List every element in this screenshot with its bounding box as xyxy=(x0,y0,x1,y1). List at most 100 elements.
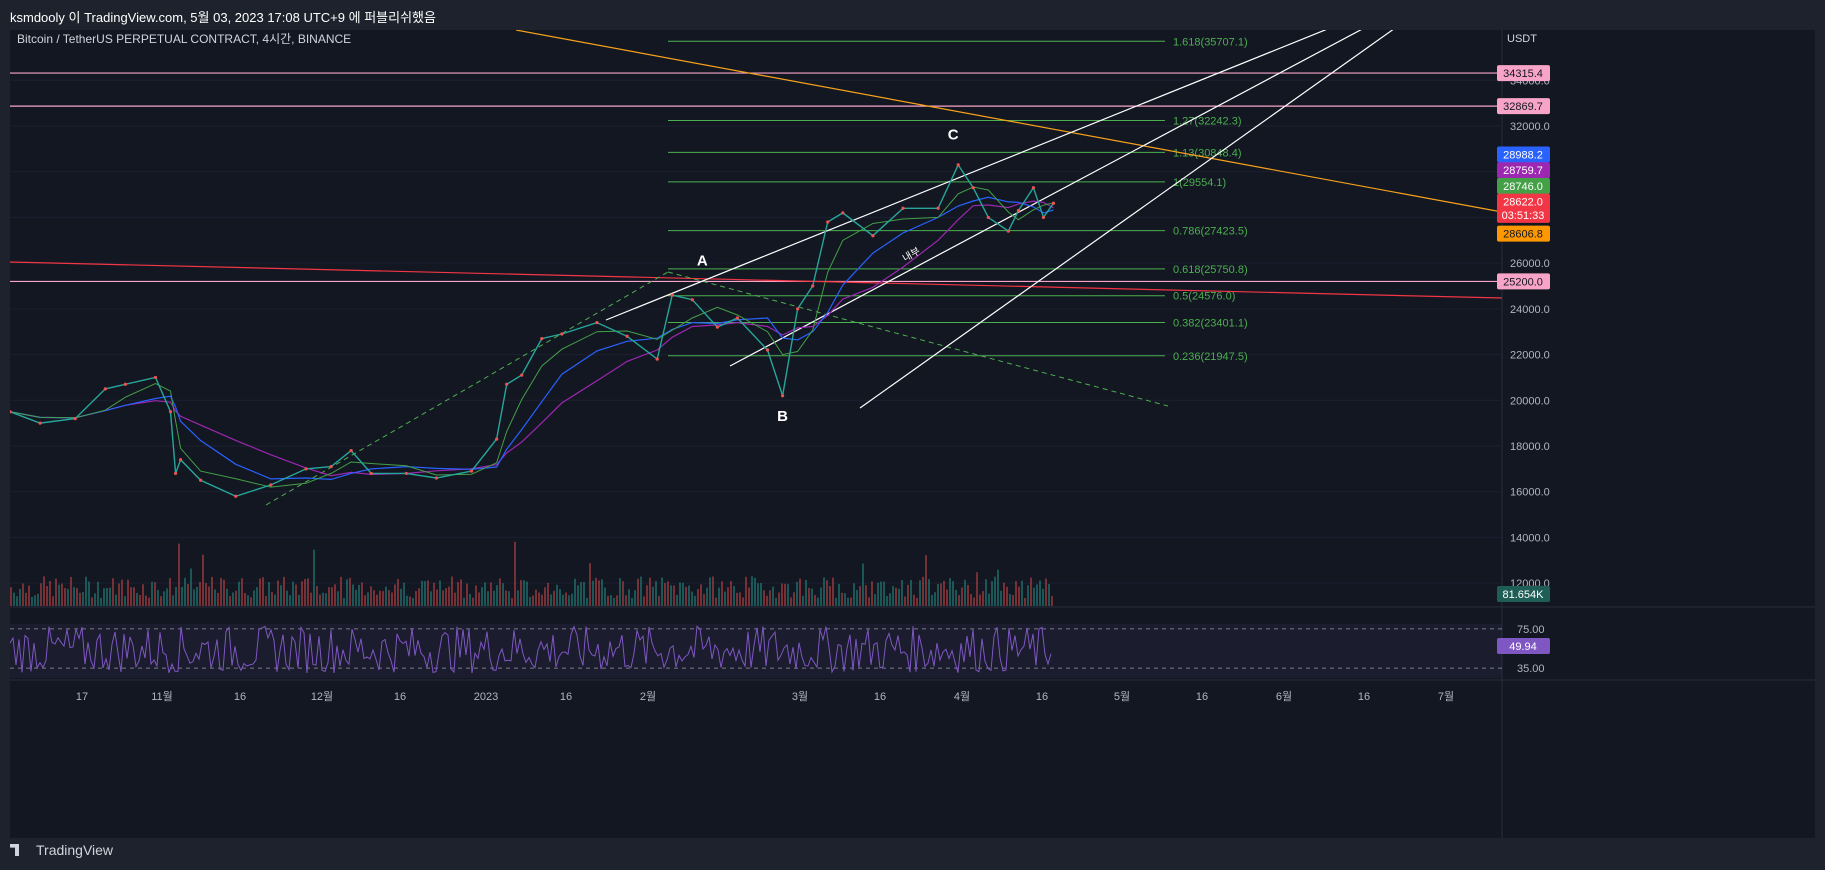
volume-bar xyxy=(97,581,99,606)
volume-bar xyxy=(10,587,12,606)
volume-bar xyxy=(814,594,816,606)
volume-bar xyxy=(628,589,630,606)
volume-bar xyxy=(673,585,675,606)
price-point xyxy=(841,211,845,215)
volume-bar xyxy=(373,590,375,606)
price-point xyxy=(971,186,975,190)
y-tick-label: 26000.0 xyxy=(1510,258,1550,270)
volume-bar xyxy=(298,594,300,606)
volume-bar xyxy=(292,581,294,606)
y-tick-label: 24000.0 xyxy=(1510,304,1550,316)
volume-bar xyxy=(307,578,309,606)
volume-bar xyxy=(361,582,363,606)
price-point xyxy=(103,387,107,391)
x-tick-label: 3월 xyxy=(792,690,808,703)
volume-bar xyxy=(385,586,387,606)
volume-bar xyxy=(796,581,798,606)
x-tick-label: 16 xyxy=(1196,691,1208,703)
volume-bar xyxy=(577,585,579,606)
tradingview-logo[interactable]: TradingView xyxy=(10,842,113,858)
volume-bar xyxy=(241,578,243,606)
volume-bar xyxy=(736,592,738,606)
volume-bar xyxy=(583,582,585,606)
volume-bar xyxy=(682,582,684,606)
volume-bar xyxy=(277,580,279,606)
price-point xyxy=(956,163,960,167)
volume-bar xyxy=(604,587,606,606)
volume-bar xyxy=(799,578,801,606)
wave-label: C xyxy=(948,127,959,144)
volume-bar xyxy=(592,580,594,606)
volume-bar xyxy=(70,576,72,606)
volume-bar xyxy=(784,583,786,606)
volume-bar xyxy=(634,590,636,606)
volume-bar xyxy=(58,584,60,606)
volume-bar xyxy=(310,592,312,606)
volume-bar xyxy=(220,578,222,606)
volume-bar xyxy=(1024,597,1026,606)
x-tick-label: 16 xyxy=(1036,691,1048,703)
volume-bar xyxy=(418,588,420,606)
volume-bar xyxy=(88,581,90,606)
price-point xyxy=(404,471,408,476)
price-point xyxy=(871,234,875,238)
volume-bar xyxy=(127,579,129,606)
price-point xyxy=(199,478,203,482)
price-point xyxy=(234,494,238,498)
chart-frame[interactable]: 1.618(35707.1) 1.27(32242.3) 1.13(30848.4)… xyxy=(8,25,1815,838)
volume-bar xyxy=(61,583,63,606)
volume-bar xyxy=(187,584,189,606)
rsi-pane: 75.00 35.00 xyxy=(9,624,1545,678)
volume-bar xyxy=(472,597,474,606)
volume-bar xyxy=(145,595,147,606)
volume-bar xyxy=(409,596,411,606)
volume-bar xyxy=(565,592,567,606)
price-point xyxy=(986,215,990,220)
price-point xyxy=(123,382,127,386)
price-point xyxy=(655,357,659,361)
rsi-level-label: 35.00 xyxy=(1517,663,1545,675)
volume-bar xyxy=(724,591,726,606)
price-point xyxy=(796,307,800,311)
price-point xyxy=(269,483,273,487)
volume-bar xyxy=(727,587,729,606)
volume-bar xyxy=(382,591,384,606)
volume-bar xyxy=(112,578,114,606)
volume-bar xyxy=(622,581,624,606)
volume-bar xyxy=(1042,588,1044,606)
volume-bar xyxy=(703,594,705,606)
price-point xyxy=(434,476,439,480)
volume-bar xyxy=(526,581,528,606)
y-tick-label: 22000.0 xyxy=(1510,350,1550,362)
price-point xyxy=(690,298,694,302)
volume-bar xyxy=(133,587,135,606)
axes: 12000.014000.016000.018000.020000.022000… xyxy=(76,75,1550,703)
volume-bar xyxy=(343,597,345,606)
volume-bar xyxy=(463,597,465,606)
volume-bars xyxy=(10,541,1053,606)
price-point xyxy=(560,332,564,336)
volume-bar xyxy=(34,595,36,606)
volume-bar xyxy=(913,594,915,606)
volume-bar xyxy=(301,581,303,606)
price-tag: 28746.0 xyxy=(1503,181,1543,193)
volume-bar xyxy=(130,587,132,606)
volume-bar xyxy=(571,593,573,606)
price-point xyxy=(735,316,740,320)
volume-bar xyxy=(964,579,966,606)
volume-bar xyxy=(667,581,669,606)
volume-bar xyxy=(25,592,27,606)
volume-bar xyxy=(76,588,78,606)
volume-bar xyxy=(1051,596,1053,606)
volume-bar xyxy=(889,593,891,606)
volume-bar xyxy=(109,587,111,606)
volume-bar xyxy=(676,594,678,606)
volume-bar xyxy=(274,594,276,606)
volume-bar xyxy=(670,585,672,606)
price-chart[interactable]: 1.618(35707.1) 1.27(32242.3) 1.13(30848.4)… xyxy=(8,25,1815,838)
volume-bar xyxy=(538,592,540,606)
price-point xyxy=(1041,215,1046,220)
volume-bar xyxy=(994,576,996,606)
moving-average-line xyxy=(9,196,1054,481)
volume-bar xyxy=(511,597,513,606)
